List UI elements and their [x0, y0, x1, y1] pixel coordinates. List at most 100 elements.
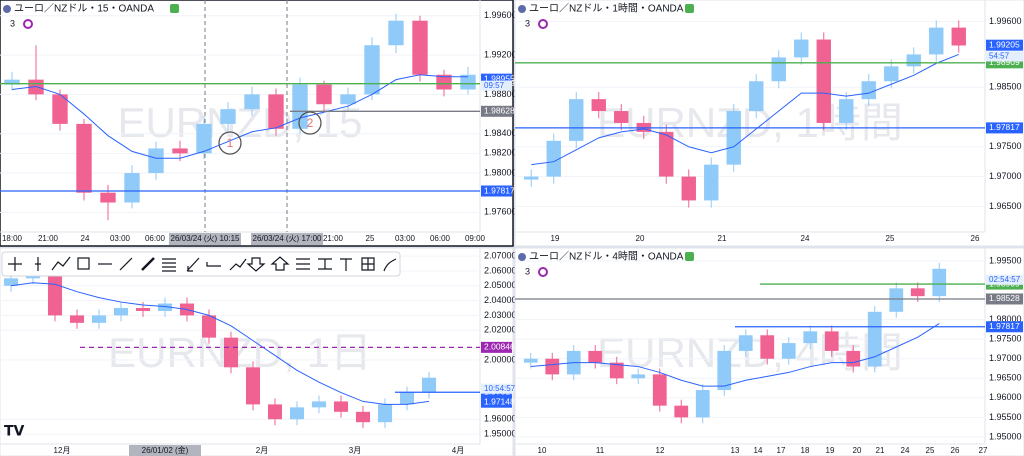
x-tick-label: 18:00	[2, 234, 23, 243]
y-tick-label: 1.96500	[989, 201, 1022, 211]
tool-text[interactable]	[340, 258, 352, 271]
x-tick-label: 10	[538, 446, 547, 455]
tool-vline[interactable]	[35, 257, 41, 271]
x-tick-label: 12月	[54, 446, 71, 455]
countdown: 54:57	[989, 52, 1010, 61]
candle-body	[659, 131, 674, 177]
candle-body	[201, 315, 217, 338]
candle-body	[460, 74, 476, 90]
panel	[0, 247, 514, 456]
x-tick-label: 21:00	[38, 234, 59, 243]
tool-path[interactable]	[229, 258, 247, 271]
candle-body	[781, 343, 796, 359]
tool-polyline[interactable]	[51, 256, 71, 271]
x-tick-label: 19	[826, 446, 835, 455]
moving-average	[530, 323, 940, 387]
tool-label[interactable]	[206, 262, 221, 267]
candle-body	[76, 123, 92, 193]
price-label: 1.97817	[989, 321, 1020, 331]
candle-body	[867, 311, 882, 367]
candle-body	[333, 401, 349, 412]
x-tick-label: 24	[901, 446, 910, 455]
indicator-count: 3	[525, 18, 530, 28]
candle-body	[846, 350, 861, 367]
candle-body	[794, 39, 809, 58]
price-label: 1.98909	[989, 57, 1020, 67]
candle-body	[771, 57, 786, 82]
tool-brush[interactable]	[383, 258, 397, 272]
watermark: EURNZD, 1日	[108, 329, 372, 376]
x-tick-label: 24	[801, 234, 810, 243]
candle-body	[884, 66, 899, 82]
candle-body	[704, 164, 719, 201]
y-tick-label: 1.97500	[989, 334, 1022, 344]
candle-body	[289, 407, 305, 420]
y-tick-label: 2.00000	[484, 354, 517, 364]
y-tick-label: 1.98400	[484, 128, 517, 138]
countdown-bg	[986, 274, 1023, 285]
x-tick-label: 26/03/24 (火) 17:00	[253, 234, 322, 243]
countdown-bg	[481, 383, 512, 394]
annotation-circle	[298, 111, 322, 135]
price-label: 1.99205	[989, 39, 1020, 49]
tool-fib[interactable]	[162, 258, 176, 272]
x-tick-label: 4月	[452, 446, 464, 455]
tool-cross[interactable]	[8, 257, 22, 271]
candle-body	[364, 45, 380, 95]
x-tick-label: 26	[951, 446, 960, 455]
tool-up[interactable]	[270, 256, 290, 271]
price-label: 2.00846	[484, 342, 515, 352]
tool-measure[interactable]	[318, 258, 332, 270]
candle-body	[614, 111, 629, 123]
price-label-bg	[986, 321, 1023, 333]
price-label-bg	[481, 185, 512, 197]
candle-body	[760, 335, 775, 359]
indicator-count: 3	[10, 18, 15, 28]
y-tick-label: 1.98000	[989, 314, 1022, 324]
indicator-icon	[538, 267, 548, 277]
candle-body	[4, 79, 20, 85]
tool-ray[interactable]	[141, 257, 155, 271]
candle-body	[861, 81, 876, 100]
price-label-bg	[481, 341, 512, 353]
tool-down[interactable]	[246, 257, 266, 272]
x-tick-label: 21:00	[323, 234, 344, 243]
tool-pen[interactable]	[186, 257, 200, 272]
tool-grid[interactable]	[361, 257, 375, 271]
candle-body	[889, 288, 904, 312]
price-label-bg	[481, 73, 512, 85]
x-tick-label: 27	[979, 446, 988, 455]
y-tick-label: 1.95000	[989, 431, 1022, 441]
y-tick-label: 1.98200	[484, 148, 517, 158]
symbol-icon	[518, 5, 526, 13]
y-tick-label: 1.95000	[484, 428, 517, 438]
price-label: 1.98628	[484, 106, 515, 116]
tool-range[interactable]	[296, 258, 310, 270]
candle-body	[816, 39, 831, 123]
y-tick-label: 1.96500	[989, 373, 1022, 383]
candle-body	[436, 74, 452, 90]
tv-logo: 𝗧𝗩	[4, 423, 25, 439]
y-tick-label: 1.99600	[484, 10, 517, 20]
candle-body	[316, 84, 332, 105]
y-tick-label: 1.97000	[989, 171, 1022, 181]
y-tick-label: 1.98500	[989, 82, 1022, 92]
countdown: 02:54:57	[989, 275, 1021, 284]
status-check	[685, 4, 694, 13]
candle-body	[311, 401, 327, 408]
x-tick-label: 21	[876, 446, 885, 455]
tool-trend[interactable]	[119, 257, 133, 271]
x-tick-label: 13	[731, 446, 740, 455]
indicator-count: 3	[525, 266, 530, 276]
price-label-bg	[986, 122, 1023, 134]
candle-body	[803, 331, 818, 344]
y-tick-label: 2.07000	[484, 250, 517, 260]
candle-body	[52, 94, 68, 124]
symbol-icon	[3, 5, 11, 13]
tool-rect[interactable]	[77, 257, 90, 270]
x-tick-label: 19	[551, 234, 560, 243]
candle-body	[355, 411, 371, 423]
y-tick-label: 1.97600	[484, 207, 517, 217]
